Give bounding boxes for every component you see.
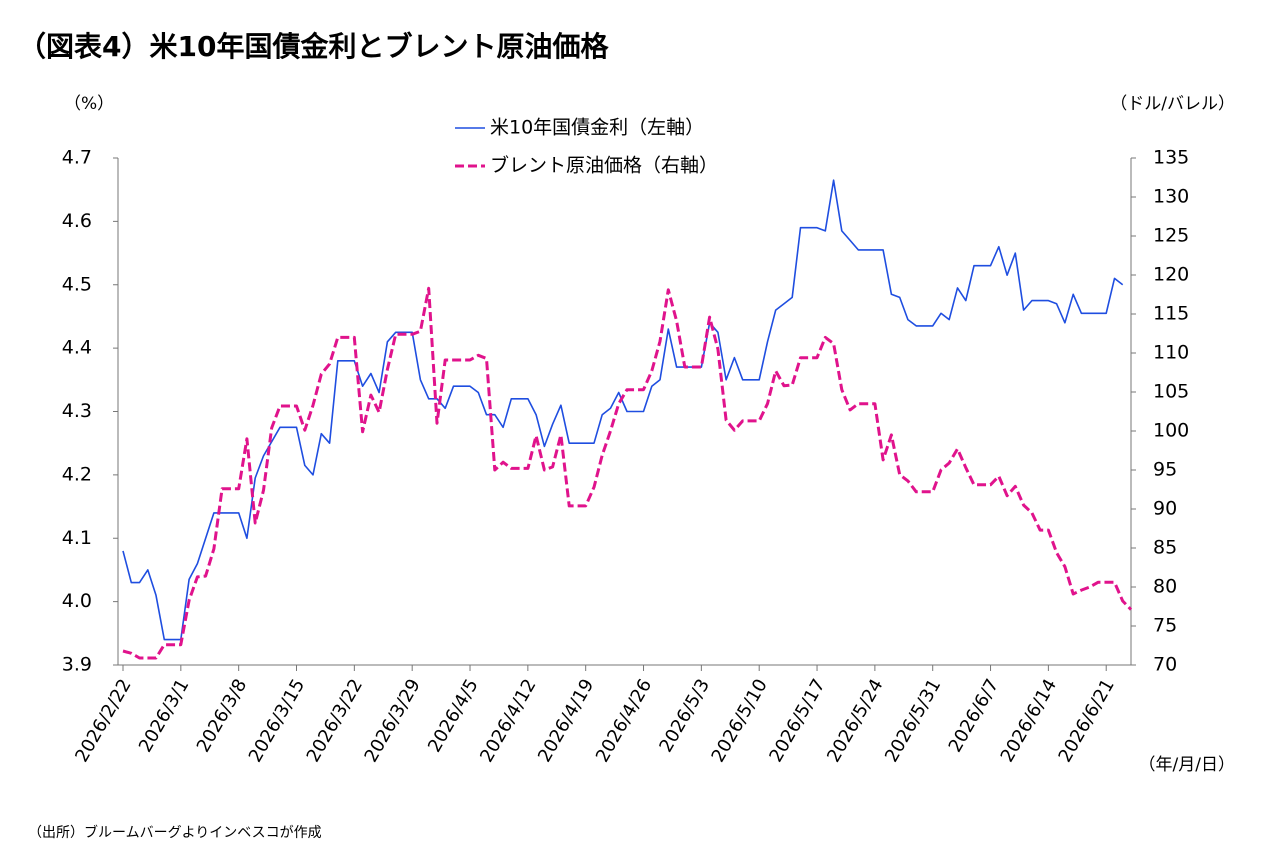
y2-tick-label: 120 <box>1153 264 1189 286</box>
x-tick-label: 2026/5/3 <box>655 676 714 757</box>
x-tick-label: 2026/4/26 <box>592 676 656 766</box>
legend-label: 米10年国債金利（左軸） <box>490 117 704 139</box>
y2-tick-label: 110 <box>1153 342 1189 364</box>
x-tick-label: 2026/5/10 <box>708 676 772 766</box>
series-line <box>122 286 1133 660</box>
y-tick-label: 3.9 <box>62 654 92 676</box>
x-tick-label: 2026/3/8 <box>193 676 252 757</box>
x-tick-label: 2026/2/22 <box>71 676 135 766</box>
x-tick-label: 2026/4/19 <box>534 676 598 766</box>
y-tick-label: 4.6 <box>62 210 92 232</box>
y2-tick-label: 115 <box>1153 303 1189 325</box>
series-line <box>122 179 1124 641</box>
y2-tick-label: 75 <box>1153 615 1177 637</box>
x-tick-label: 2026/3/22 <box>303 676 367 766</box>
source-note: （出所）ブルームバーグよりインベスコが作成 <box>28 824 322 841</box>
x-tick-label: 2026/4/12 <box>476 676 540 766</box>
y-tick-label: 4.4 <box>62 337 92 359</box>
y2-tick-label: 95 <box>1153 459 1177 481</box>
x-tick-label: 2026/6/21 <box>1055 676 1119 766</box>
y-tick-label: 4.7 <box>62 147 92 169</box>
x-tick-label: 2026/5/24 <box>823 676 887 766</box>
y2-tick-label: 130 <box>1153 186 1189 208</box>
y2-tick-label: 125 <box>1153 225 1189 247</box>
y-tick-label: 4.3 <box>62 400 92 422</box>
y2-axis-unit: （ドル/バレル） <box>1110 94 1235 114</box>
x-tick-label: 2026/4/5 <box>424 676 483 757</box>
x-tick-label: 2026/6/14 <box>997 676 1061 766</box>
x-tick-label: 2026/3/15 <box>245 676 309 766</box>
x-tick-label: 2026/3/1 <box>135 676 194 757</box>
y-axis-unit: （%） <box>64 94 114 114</box>
y2-tick-label: 80 <box>1153 576 1177 598</box>
y2-tick-label: 100 <box>1153 420 1189 442</box>
legend-label: ブレント原油価格（右軸） <box>490 154 718 177</box>
y2-tick-label: 105 <box>1153 381 1189 403</box>
y2-tick-label: 135 <box>1153 147 1189 169</box>
x-tick-label: 2026/5/31 <box>881 675 945 765</box>
y-tick-label: 4.2 <box>62 463 92 485</box>
y2-tick-label: 70 <box>1153 654 1177 676</box>
chart-title: （図表4）米10年国債金利とブレント原油価格 <box>18 30 609 63</box>
x-tick-label: 2026/3/29 <box>361 676 425 766</box>
y2-tick-label: 90 <box>1153 498 1177 520</box>
x-tick-label: 2026/6/7 <box>945 676 1004 757</box>
y2-tick-label: 85 <box>1153 537 1177 559</box>
x-tick-label: 2026/5/17 <box>765 676 829 766</box>
legend: 米10年国債金利（左軸） ブレント原油価格（右軸） <box>455 117 718 177</box>
y-tick-label: 4.0 <box>62 590 92 612</box>
y-tick-label: 4.5 <box>62 273 92 295</box>
y-tick-label: 4.1 <box>62 527 92 549</box>
x-axis-unit: （年/月/日） <box>1139 755 1235 775</box>
